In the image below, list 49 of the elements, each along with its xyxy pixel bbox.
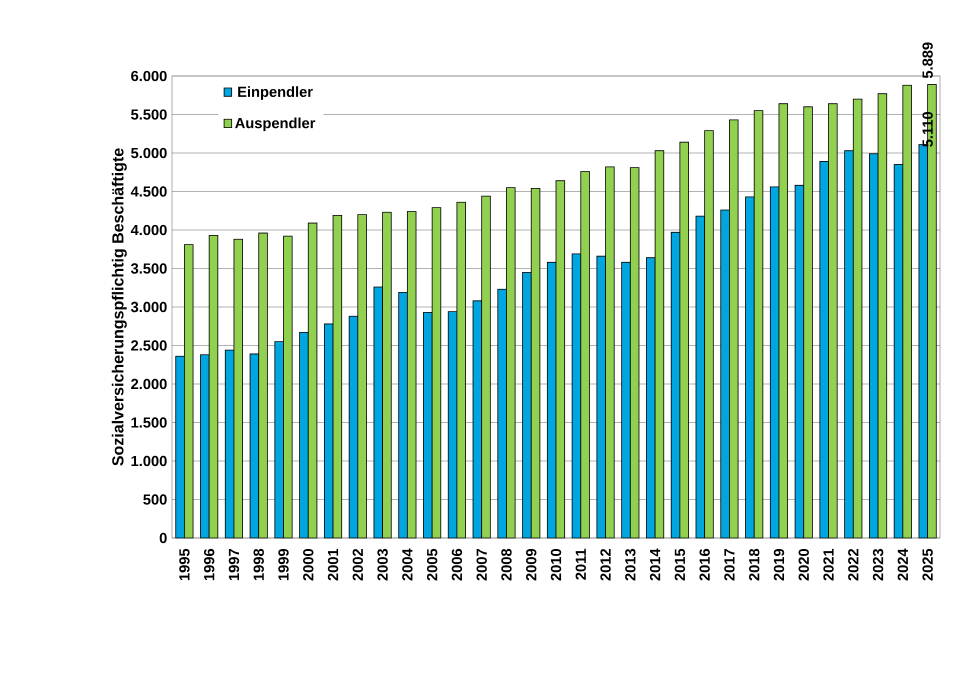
x-tick-label: 2025 <box>922 548 933 581</box>
x-tick-label: 2017 <box>724 549 735 581</box>
y-tick-label: 3.000 <box>130 302 167 312</box>
x-tick-label: 2016 <box>699 548 710 581</box>
x-tick-label: 2008 <box>501 548 512 581</box>
data-label: 5.889 <box>922 42 933 78</box>
x-tick-label: 2010 <box>550 549 562 581</box>
y-tick-label: 2.500 <box>131 340 167 351</box>
x-tick-label: 1996 <box>204 548 214 580</box>
x-tick-label: 2007 <box>476 549 487 581</box>
y-tick-label: 2.000 <box>131 378 167 390</box>
x-tick-label: 2009 <box>526 548 536 581</box>
x-tick-label: 2020 <box>798 549 809 581</box>
x-tick-label: 2021 <box>823 548 834 581</box>
x-tick-label: 2002 <box>352 548 364 581</box>
legend-label: Einpendler <box>238 86 313 100</box>
x-tick-label: 2018 <box>749 548 760 581</box>
y-tick-label: 1.000 <box>132 456 167 466</box>
y-tick-label: 6.000 <box>131 70 167 82</box>
x-tick-label: 2000 <box>303 549 314 581</box>
x-tick-label: 1999 <box>278 548 289 580</box>
x-tick-label: 2022 <box>848 548 858 581</box>
y-tick-label: 5.500 <box>131 109 167 120</box>
y-tick-label: 1.500 <box>132 417 167 428</box>
y-tick-label: 4.500 <box>130 186 167 197</box>
x-tick-label: 2023 <box>872 548 884 581</box>
y-tick-label: 3.500 <box>130 263 167 274</box>
x-tick-label: 2011 <box>576 548 586 580</box>
x-tick-label: 2001 <box>328 548 338 581</box>
legend-label: Auspendler <box>235 118 316 132</box>
x-tick-label: 2019 <box>774 548 784 581</box>
x-tick-label: 2014 <box>650 548 660 581</box>
y-tick-label: 4.000 <box>130 224 167 236</box>
x-tick-label: 2013 <box>625 548 636 581</box>
x-tick-label: 1998 <box>254 548 264 580</box>
x-tick-label: 2012 <box>600 548 611 581</box>
x-tick-label: 2015 <box>674 548 686 581</box>
x-tick-label: 1997 <box>228 549 240 580</box>
x-tick-label: 2024 <box>898 548 908 581</box>
x-tick-label: 2005 <box>426 548 438 581</box>
y-tick-label: 500 <box>143 494 167 505</box>
y-axis-title: Sozialversicherungspflichtig Beschäftigte <box>112 148 127 466</box>
y-tick-label: 5.000 <box>131 148 167 158</box>
data-label: 5.110 <box>922 112 933 147</box>
x-tick-label: 2003 <box>377 548 388 581</box>
x-tick-label: 2006 <box>452 548 462 581</box>
x-tick-label: 1995 <box>179 548 190 580</box>
y-tick-label: 0 <box>160 532 167 544</box>
x-tick-label: 2004 <box>402 548 413 581</box>
